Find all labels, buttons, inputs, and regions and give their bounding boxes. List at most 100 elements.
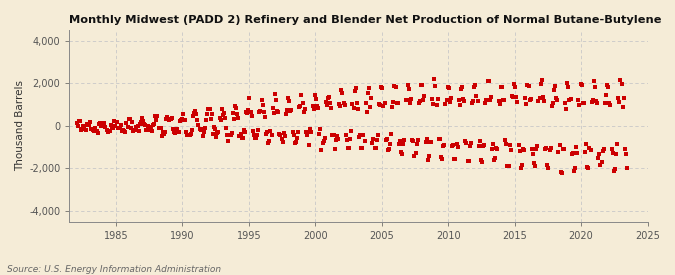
Point <box>612 141 622 146</box>
Point <box>349 89 360 94</box>
Point <box>510 85 520 89</box>
Point <box>165 117 176 122</box>
Point <box>314 132 325 136</box>
Point <box>614 100 625 104</box>
Point <box>84 123 95 127</box>
Point <box>584 145 595 150</box>
Point <box>79 124 90 128</box>
Point <box>366 95 377 100</box>
Point <box>358 133 369 137</box>
Point <box>111 119 122 124</box>
Point <box>359 139 370 143</box>
Point <box>566 151 577 156</box>
Point <box>516 163 527 167</box>
Point <box>518 147 529 151</box>
Point <box>478 144 489 148</box>
Point <box>506 94 517 98</box>
Point <box>290 140 301 145</box>
Point <box>204 107 215 112</box>
Point <box>272 109 283 113</box>
Point <box>361 110 372 115</box>
Point <box>435 137 446 142</box>
Point <box>120 130 131 134</box>
Point <box>352 101 362 105</box>
Point <box>461 141 472 145</box>
Point <box>141 127 152 132</box>
Point <box>167 126 178 131</box>
Point <box>447 144 458 148</box>
Point <box>525 97 536 101</box>
Point <box>78 123 88 128</box>
Point <box>183 133 194 137</box>
Point <box>442 85 453 90</box>
Y-axis label: Thousand Barrels: Thousand Barrels <box>15 80 25 171</box>
Point <box>398 142 409 146</box>
Point <box>151 117 162 122</box>
Point <box>215 118 226 122</box>
Point <box>276 137 287 142</box>
Point <box>333 137 344 141</box>
Point <box>429 77 440 82</box>
Point <box>477 160 487 164</box>
Point <box>211 135 221 139</box>
Point <box>186 131 196 136</box>
Point <box>497 85 508 89</box>
Point <box>345 136 356 141</box>
Point <box>589 84 600 89</box>
Point <box>107 125 117 130</box>
Point <box>397 151 408 156</box>
Point <box>100 125 111 130</box>
Point <box>325 101 335 106</box>
Point <box>340 103 350 108</box>
Point <box>523 84 534 88</box>
Point <box>521 102 532 106</box>
Point <box>217 113 228 117</box>
Point <box>608 151 618 155</box>
Point <box>373 132 383 137</box>
Point <box>599 147 610 151</box>
Point <box>594 151 605 156</box>
Point <box>338 101 349 106</box>
Point <box>492 146 503 151</box>
Point <box>117 128 128 132</box>
Point <box>362 91 373 95</box>
Point <box>89 129 100 133</box>
Point <box>274 131 285 136</box>
Point <box>337 91 348 95</box>
Point <box>528 151 539 156</box>
Point <box>620 147 630 152</box>
Point <box>139 121 150 126</box>
Point <box>110 124 121 128</box>
Point <box>316 148 327 152</box>
Point <box>560 100 570 105</box>
Point <box>157 134 167 138</box>
Point <box>347 102 358 106</box>
Point <box>561 107 572 111</box>
Point <box>318 139 329 143</box>
Point <box>238 128 249 133</box>
Point <box>207 132 218 136</box>
Point <box>543 166 554 170</box>
Point <box>380 138 391 143</box>
Point <box>200 126 211 130</box>
Point <box>279 134 290 138</box>
Point <box>506 148 516 152</box>
Point <box>266 133 277 137</box>
Point <box>158 130 169 134</box>
Point <box>572 150 583 155</box>
Point <box>146 129 157 133</box>
Point <box>593 155 603 160</box>
Point <box>261 131 271 136</box>
Point <box>547 101 558 105</box>
Point <box>321 100 331 104</box>
Point <box>143 126 154 131</box>
Point <box>324 95 335 99</box>
Point <box>615 78 626 83</box>
Point <box>350 86 361 90</box>
Point <box>599 101 610 106</box>
Point <box>535 82 546 86</box>
Point <box>494 101 505 106</box>
Point <box>383 148 394 153</box>
Point <box>352 107 363 111</box>
Point <box>285 109 296 113</box>
